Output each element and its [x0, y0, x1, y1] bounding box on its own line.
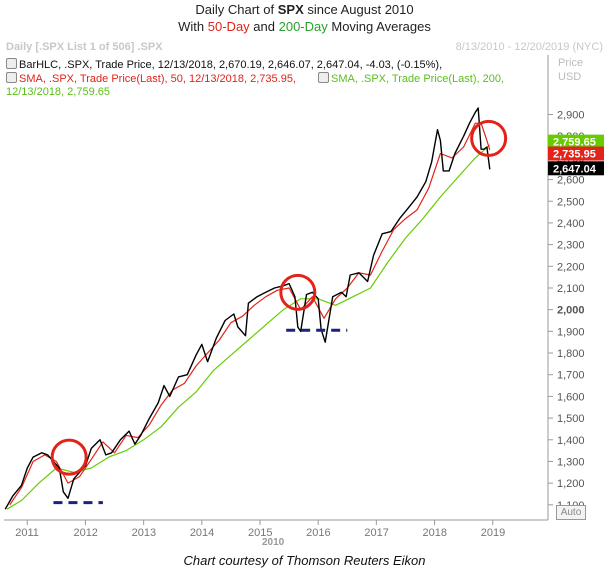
- legend-sma200-continued: 12/13/2018, 2,759.65: [6, 86, 110, 98]
- y-tick-label: 1,700: [557, 370, 585, 382]
- auto-scale-button[interactable]: Auto: [556, 505, 586, 520]
- y-tick-label: 1,200: [557, 478, 585, 490]
- y-tick-label: 2,400: [557, 218, 585, 230]
- y-tick-label: 2,600: [557, 175, 585, 187]
- series-settings-icon[interactable]: [6, 58, 17, 69]
- x-tick-label: 2015: [248, 527, 272, 539]
- annotation-layer: [50, 119, 508, 505]
- price-marker-label: 2,735.95: [553, 149, 596, 161]
- y-tick-label: 2,900: [557, 110, 585, 122]
- chart-header-symbol: Daily [.SPX List 1 of 506] .SPX: [6, 41, 163, 53]
- series-layer: [4, 107, 491, 510]
- subtitle-mid: and: [249, 19, 279, 34]
- x-tick-label: 2012: [73, 527, 97, 539]
- legend-bar-series[interactable]: BarHLC, .SPX, Trade Price, 12/13/2018, 2…: [6, 58, 442, 71]
- y-tick-label: 1,300: [557, 456, 585, 468]
- price-marker-box: [548, 134, 604, 149]
- y-axis-title-price: Price: [558, 57, 584, 69]
- series-line-price: [4, 107, 491, 510]
- chart-axes: 1,1001,2001,3001,4001,5001,6001,7001,800…: [4, 55, 585, 539]
- x-tick-label: 2011: [15, 527, 39, 539]
- subtitle-suffix: Moving Averages: [327, 19, 431, 34]
- subtitle-ma50: 50-Day: [207, 19, 250, 34]
- y-tick-label: 2,100: [557, 283, 585, 295]
- highlight-circle: [50, 438, 88, 476]
- series-settings-icon[interactable]: [6, 72, 17, 83]
- legend-sma200-series[interactable]: SMA, .SPX, Trade Price(Last), 200,: [318, 72, 504, 85]
- chart-credit: Chart courtesy of Thomson Reuters Eikon: [183, 553, 426, 568]
- legend-sma50-label: SMA, .SPX, Trade Price(Last), 50, 12/13/…: [19, 73, 296, 85]
- y-tick-label: 1,900: [557, 326, 585, 338]
- price-marker-label: 2,759.65: [553, 137, 596, 149]
- y-tick-label: 2,500: [557, 196, 585, 208]
- x-tick-label: 2014: [190, 527, 214, 539]
- y-axis-title-currency: USD: [558, 71, 582, 83]
- chart-title-line2: With 50-Day and 200-Day Moving Averages: [0, 19, 609, 34]
- series-line-sma50: [9, 122, 491, 506]
- y-tick-label: 1,500: [557, 413, 585, 425]
- price-marker-box: [548, 161, 604, 176]
- y-tick-label: 1,800: [557, 348, 585, 360]
- x-tick-label: 2013: [132, 527, 156, 539]
- legend-bar-label: BarHLC, .SPX, Trade Price, 12/13/2018, 2…: [19, 59, 443, 71]
- y-tick-label: 2,200: [557, 261, 585, 273]
- title-suffix: since August 2010: [303, 2, 414, 17]
- x-tick-label: 2019: [481, 527, 505, 539]
- chart-header-daterange: 8/13/2010 - 12/20/2019 (NYC): [455, 41, 603, 53]
- y-tick-label: 2,300: [557, 240, 585, 252]
- subtitle-ma200: 200-Day: [278, 19, 328, 34]
- title-prefix: Daily Chart of: [195, 2, 278, 17]
- series-line-sma200: [6, 144, 491, 510]
- highlight-circle: [470, 119, 508, 157]
- highlight-circle: [279, 273, 317, 311]
- legend-sma200-label: SMA, .SPX, Trade Price(Last), 200,: [331, 73, 505, 85]
- series-settings-icon[interactable]: [318, 72, 329, 83]
- y-tick-label: 1,600: [557, 391, 585, 403]
- title-ticker: SPX: [277, 2, 304, 17]
- x-tick-label: 2017: [364, 527, 388, 539]
- price-marker-box: [548, 146, 604, 161]
- price-label-layer: 2,759.652,735.95 2,647.04: [548, 134, 604, 176]
- y-tick-label: 2,000: [557, 305, 585, 317]
- price-marker-label: 2,647.04: [553, 163, 597, 175]
- x-tick-label: 2018: [423, 527, 447, 539]
- y-tick-label: 1,400: [557, 435, 585, 447]
- x-axis-base-year: 2010: [262, 537, 285, 548]
- legend-sma50-series[interactable]: SMA, .SPX, Trade Price(Last), 50, 12/13/…: [6, 72, 296, 85]
- subtitle-prefix: With: [178, 19, 208, 34]
- y-axis-title: Price USD: [558, 56, 598, 84]
- chart-title-line1: Daily Chart of SPX since August 2010: [0, 2, 609, 17]
- x-tick-label: 2016: [306, 527, 330, 539]
